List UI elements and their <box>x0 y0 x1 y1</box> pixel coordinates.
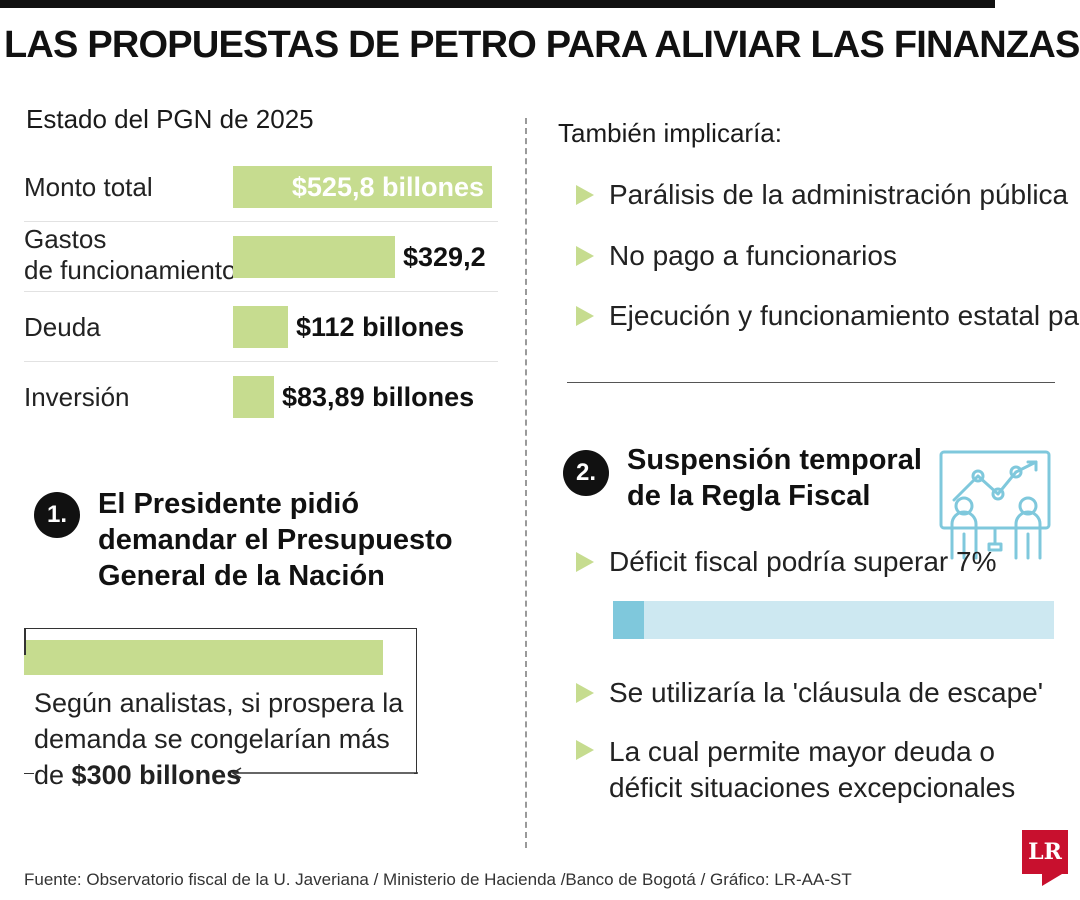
regla-fiscal-item: Déficit fiscal podría superar 7% <box>576 546 997 578</box>
bar-category-line: Inversión <box>24 382 130 412</box>
analyst-note: Según analistas, si prospera la demanda … <box>34 685 414 793</box>
bar-row-divider <box>24 221 498 222</box>
regla-fiscal-item: La cual permite mayor deuda o déficit si… <box>576 734 1015 806</box>
bullet-triangle-icon <box>576 246 594 266</box>
bar-2 <box>233 236 395 278</box>
deficit-progress-bar <box>613 601 1054 639</box>
analyst-note-line: Según analistas, si prospera la <box>34 688 404 718</box>
bar-category-line: Gastos <box>24 224 107 254</box>
proposal-2-number: 2. <box>563 450 609 496</box>
proposal-1-heading-line: demandar el Presupuesto <box>98 524 453 556</box>
lr-logo-tail-icon <box>1042 874 1062 886</box>
presentation-chart-icon <box>939 450 1051 560</box>
regla-fiscal-item: Se utilizaría la 'cláusula de escape' <box>576 677 1043 709</box>
implication-text: No pago a funcionarios <box>609 240 897 271</box>
implication-item: No pago a funcionarios <box>576 240 897 272</box>
section-rule <box>567 382 1055 383</box>
analyst-note-bar <box>24 640 383 675</box>
bar-category-label: Inversión <box>24 382 130 413</box>
proposal-1-heading: El Presidente pidió demandar el Presupue… <box>98 486 453 594</box>
implications-title: También implicaría: <box>558 118 782 148</box>
top-rule <box>0 0 995 8</box>
bar-category-label: Gastos de funcionamiento <box>24 224 236 286</box>
bar-row-divider <box>24 361 498 362</box>
implication-text: Parálisis de la administración pública <box>609 179 1069 210</box>
proposal-2-heading-line: de la Regla Fiscal <box>627 480 871 512</box>
lr-logo-box: LR <box>1022 830 1068 874</box>
bar-category-line: Monto total <box>24 172 153 202</box>
pgn-bar-chart: Monto total $525,8 billones Gastos de funci… <box>0 150 520 440</box>
implication-text: Ejecución y funcionamiento estatal paran <box>609 300 1080 331</box>
regla-fiscal-text-line: déficit situaciones excepcionales <box>609 772 1016 803</box>
implication-item: Ejecución y funcionamiento estatal paran <box>576 300 1080 332</box>
bar-category-label: Monto total <box>24 172 153 203</box>
bar-3 <box>233 306 288 348</box>
regla-fiscal-text: Se utilizaría la 'cláusula de escape' <box>609 677 1044 708</box>
lr-logo: LR <box>1022 830 1068 886</box>
bar-value-main: $525,8 billones <box>291 172 484 202</box>
bullet-triangle-icon <box>576 683 594 703</box>
pgn-section-title: Estado del PGN de 2025 <box>26 104 314 134</box>
bar-category-line: de funcionamiento <box>24 255 237 285</box>
analyst-note-line: demanda se congelarían más <box>34 724 390 754</box>
regla-fiscal-text: Déficit fiscal podría superar 7% <box>609 546 997 577</box>
column-divider <box>525 118 527 848</box>
bar-value-label: $525,8 billones <box>292 172 484 203</box>
arrow-left-icon <box>231 767 418 779</box>
analyst-note-line: de $300 billones <box>34 757 414 793</box>
source-note: Fuente: Observatorio fiscal de la U. Jav… <box>24 870 852 889</box>
bullet-triangle-icon <box>576 552 594 572</box>
bar-value-label: $112 billones <box>296 312 465 342</box>
deficit-progress-fill <box>613 601 644 639</box>
proposal-1-heading-line: General de la Nación <box>98 560 385 592</box>
proposal-1-number: 1. <box>34 492 80 538</box>
regla-fiscal-text: La cual permite mayor deuda o déficit si… <box>609 734 1015 806</box>
analyst-note-amount: $300 billones <box>71 760 242 790</box>
bar-1 <box>233 166 492 208</box>
bar-4 <box>233 376 274 418</box>
proposal-1-heading-line: El Presidente pidió <box>98 488 360 520</box>
proposal-2-heading: Suspensión temporal de la Regla Fiscal <box>627 442 922 514</box>
bullet-triangle-icon <box>576 185 594 205</box>
bar-row-divider <box>24 291 498 292</box>
page-title: LAS PROPUESTAS DE PETRO PARA ALIVIAR LAS… <box>4 24 1080 66</box>
analyst-note-prefix: de <box>34 760 72 790</box>
analyst-note-tick <box>24 628 26 655</box>
bar-category-line: Deuda <box>24 312 101 342</box>
proposal-2-heading-line: Suspensión temporal <box>627 444 922 476</box>
bullet-triangle-icon <box>576 306 594 326</box>
regla-fiscal-text-line: La cual permite mayor deuda o <box>609 736 995 767</box>
bar-value-label: $329,2 <box>403 242 486 272</box>
implication-item: Parálisis de la administración pública <box>576 179 1068 211</box>
bullet-triangle-icon <box>576 740 594 760</box>
bar-value-label: $83,89 billones <box>282 382 475 412</box>
bar-category-label: Deuda <box>24 312 101 343</box>
